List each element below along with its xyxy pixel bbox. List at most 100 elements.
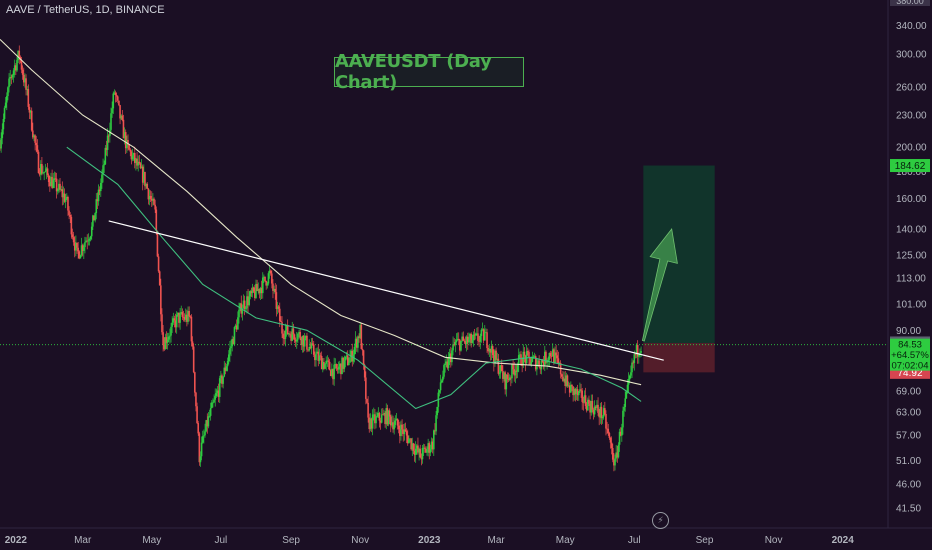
candle-body	[639, 352, 641, 354]
candle-body	[264, 276, 266, 282]
candle-body	[33, 135, 35, 138]
candle-body	[521, 365, 523, 366]
candle-body	[124, 132, 127, 149]
candle-body	[297, 333, 299, 340]
candle-body	[413, 450, 416, 455]
candle-body	[135, 158, 137, 163]
candle-body	[28, 106, 31, 113]
candle-body	[496, 358, 499, 360]
y-tick-label: 51.00	[896, 456, 921, 467]
candle-body	[275, 292, 278, 309]
candle-body	[566, 375, 569, 386]
candle-body	[291, 328, 294, 341]
candle-body	[455, 340, 458, 343]
candle-body	[607, 428, 610, 434]
candle-body	[284, 330, 287, 339]
candle-body	[608, 433, 611, 438]
candle-body	[351, 350, 354, 362]
candle-body	[606, 428, 608, 430]
candle-body	[39, 163, 42, 175]
candle-body	[567, 385, 570, 387]
candle-body	[0, 138, 2, 149]
candle-body	[89, 236, 92, 240]
candle-body	[158, 271, 161, 286]
candle-body	[599, 406, 602, 418]
candle-body	[630, 372, 632, 376]
candle-body	[430, 441, 433, 450]
y-tick-label: 140.00	[896, 224, 927, 235]
candle-body	[119, 105, 121, 119]
candle-body	[421, 447, 424, 460]
candle-body	[242, 300, 245, 309]
x-tick-label: May	[142, 535, 161, 546]
candle-body	[618, 431, 621, 445]
candle-body	[391, 422, 393, 426]
candle-body	[220, 375, 222, 379]
candle-body	[583, 395, 586, 403]
candle-body	[181, 312, 184, 317]
candle-body	[208, 415, 211, 417]
lightning-icon[interactable]: ⚡	[652, 512, 669, 529]
candle-body	[344, 356, 347, 361]
candle-body	[425, 448, 427, 453]
candle-body	[531, 357, 534, 362]
candle-body	[532, 356, 535, 358]
candle-body	[628, 375, 631, 380]
candle-body	[256, 283, 258, 292]
candle-body	[122, 119, 125, 139]
candle-body	[597, 404, 599, 413]
candle-body	[278, 308, 281, 322]
candle-body	[558, 362, 561, 364]
candle-body	[570, 384, 572, 393]
candle-body	[604, 408, 606, 414]
candle-body	[60, 189, 62, 191]
candle-body	[557, 358, 560, 364]
candle-body	[3, 107, 6, 119]
candle-body	[188, 310, 190, 317]
symbol-header: AAVE / TetherUS, 1D, BINANCE	[6, 4, 165, 16]
candle-body	[274, 288, 277, 293]
candle-body	[571, 384, 573, 387]
candle-body	[143, 171, 145, 183]
candle-body	[267, 273, 270, 284]
candle-body	[76, 242, 78, 248]
x-tick-label: Mar	[74, 535, 92, 546]
candle-body	[363, 364, 366, 378]
x-tick-label: Sep	[696, 535, 714, 546]
candle-body	[610, 442, 613, 449]
candle-body	[523, 351, 526, 356]
candle-body	[211, 402, 213, 409]
candle-body	[249, 291, 252, 297]
candle-body	[575, 389, 578, 395]
candle-body	[32, 130, 34, 138]
candle-body	[234, 325, 237, 328]
candle-body	[147, 188, 150, 200]
candle-body	[80, 245, 83, 256]
candle-body	[540, 360, 543, 370]
candle-body	[414, 448, 417, 455]
candle-body	[277, 306, 280, 309]
candle-body	[547, 359, 550, 362]
candle-body	[2, 118, 5, 130]
current-price-tag-line: 84.53	[898, 340, 922, 351]
candle-body	[53, 178, 56, 181]
candle-body	[327, 360, 330, 362]
current-price-tag-bg	[890, 338, 930, 371]
candle-body	[514, 370, 517, 376]
candle-body	[468, 339, 470, 343]
candle-body	[528, 351, 530, 358]
candle-body	[190, 316, 193, 342]
candle-body	[217, 390, 220, 397]
candle-body	[170, 326, 172, 336]
candle-body	[141, 166, 144, 183]
candle-body	[62, 193, 65, 198]
candle-body	[371, 414, 374, 429]
candle-body	[537, 360, 539, 364]
candle-body	[316, 351, 318, 354]
candle-body	[404, 429, 407, 432]
candle-body	[207, 416, 210, 427]
y-tick-label: 41.50	[896, 503, 921, 514]
candle-body	[266, 283, 269, 286]
